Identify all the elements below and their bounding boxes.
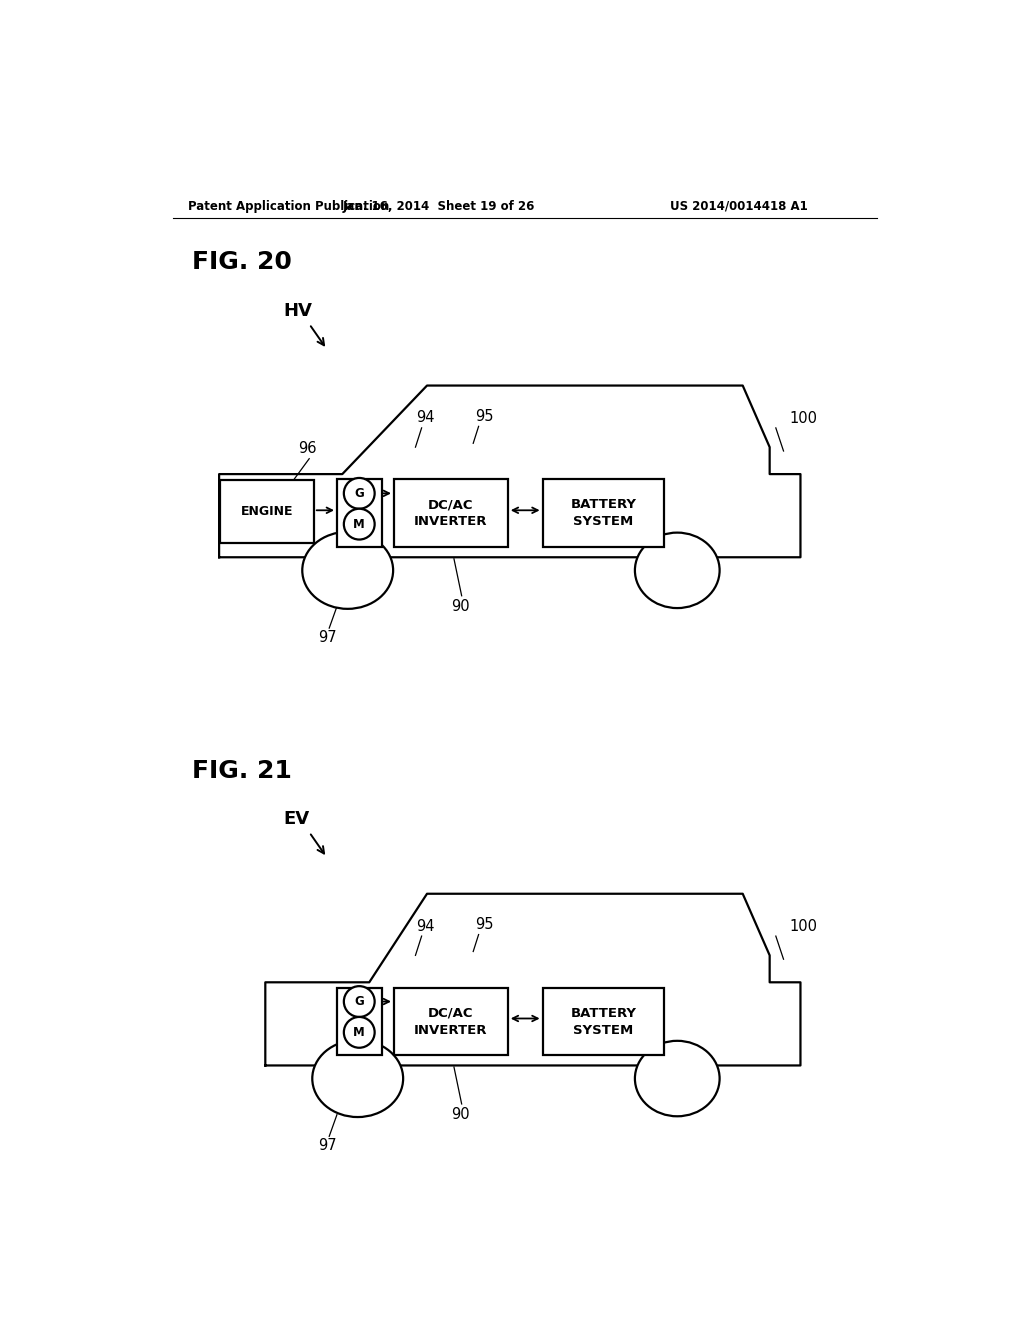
Bar bbox=[543, 479, 665, 548]
Text: 96: 96 bbox=[298, 441, 316, 457]
Text: M: M bbox=[353, 517, 366, 531]
Text: Jan. 16, 2014  Sheet 19 of 26: Jan. 16, 2014 Sheet 19 of 26 bbox=[342, 199, 535, 213]
Text: BATTERY: BATTERY bbox=[570, 1007, 636, 1019]
Bar bbox=[337, 479, 382, 548]
Bar bbox=[394, 479, 508, 548]
Text: M: M bbox=[353, 1026, 366, 1039]
Text: 97: 97 bbox=[318, 1138, 337, 1154]
Text: 90: 90 bbox=[451, 1107, 469, 1122]
Text: BATTERY: BATTERY bbox=[570, 499, 636, 511]
Text: SYSTEM: SYSTEM bbox=[573, 1023, 634, 1036]
Text: HV: HV bbox=[283, 302, 312, 319]
Text: EV: EV bbox=[283, 810, 309, 828]
Ellipse shape bbox=[635, 533, 720, 609]
Bar bbox=[394, 987, 508, 1056]
Text: 95: 95 bbox=[475, 917, 494, 932]
Text: ENGINE: ENGINE bbox=[241, 506, 293, 519]
Text: FIG. 21: FIG. 21 bbox=[193, 759, 292, 783]
Bar bbox=[543, 987, 665, 1056]
Text: 93: 93 bbox=[352, 587, 371, 602]
Text: 94: 94 bbox=[416, 919, 435, 933]
Text: 100: 100 bbox=[790, 411, 818, 426]
Circle shape bbox=[344, 1016, 375, 1048]
Text: 97: 97 bbox=[318, 630, 337, 645]
Text: G: G bbox=[354, 487, 365, 500]
Text: 94: 94 bbox=[416, 411, 435, 425]
Bar bbox=[220, 480, 313, 544]
Text: INVERTER: INVERTER bbox=[414, 1023, 487, 1036]
Text: INVERTER: INVERTER bbox=[414, 515, 487, 528]
Text: DC/AC: DC/AC bbox=[428, 499, 474, 511]
Bar bbox=[337, 987, 382, 1056]
Circle shape bbox=[344, 986, 375, 1016]
Ellipse shape bbox=[302, 532, 393, 609]
Text: DC/AC: DC/AC bbox=[428, 1007, 474, 1019]
Ellipse shape bbox=[635, 1040, 720, 1117]
Text: 100: 100 bbox=[790, 919, 818, 935]
Circle shape bbox=[344, 478, 375, 508]
Text: 90: 90 bbox=[451, 599, 469, 614]
Ellipse shape bbox=[312, 1040, 403, 1117]
Text: Patent Application Publication: Patent Application Publication bbox=[188, 199, 389, 213]
Text: 95: 95 bbox=[475, 409, 494, 424]
Circle shape bbox=[344, 508, 375, 540]
Text: FIG. 20: FIG. 20 bbox=[193, 251, 292, 275]
Text: SYSTEM: SYSTEM bbox=[573, 515, 634, 528]
Text: 93: 93 bbox=[352, 1096, 371, 1110]
Text: G: G bbox=[354, 995, 365, 1008]
Text: US 2014/0014418 A1: US 2014/0014418 A1 bbox=[670, 199, 807, 213]
